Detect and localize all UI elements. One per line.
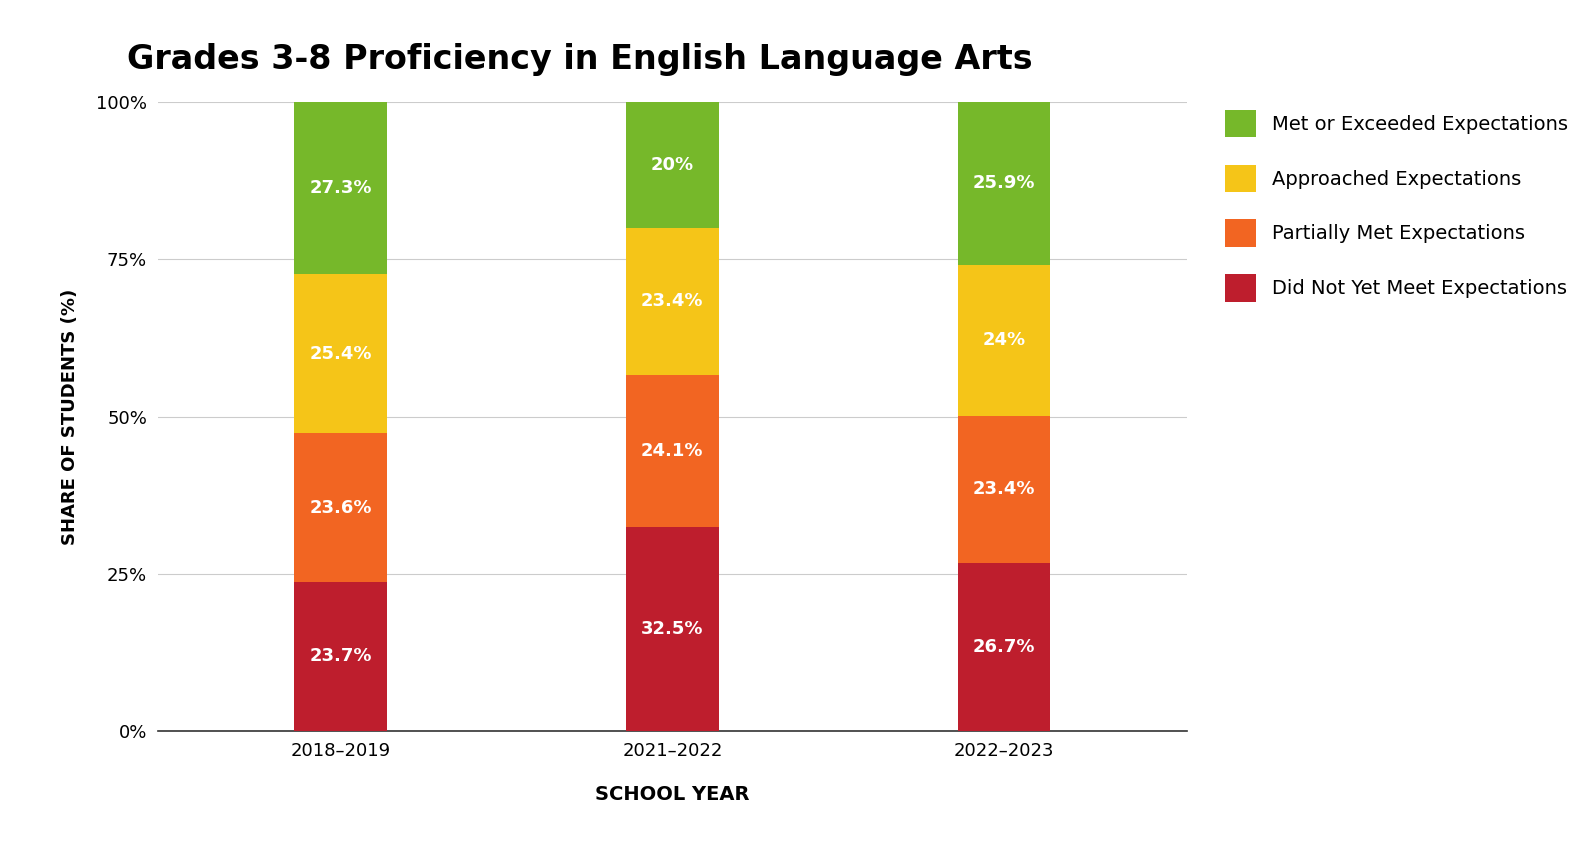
- Text: 25.9%: 25.9%: [973, 174, 1035, 192]
- Bar: [294, 102, 388, 274]
- Text: 26.7%: 26.7%: [973, 638, 1035, 656]
- Text: 23.7%: 23.7%: [310, 648, 372, 666]
- Text: 23.4%: 23.4%: [641, 292, 704, 310]
- Bar: [626, 102, 718, 228]
- Bar: [957, 563, 1050, 731]
- Bar: [626, 228, 718, 375]
- Bar: [294, 434, 388, 582]
- Text: 32.5%: 32.5%: [641, 620, 704, 638]
- Bar: [294, 274, 388, 434]
- Legend: Met or Exceeded Expectations, Approached Expectations, Partially Met Expectation: Met or Exceeded Expectations, Approached…: [1218, 102, 1576, 309]
- Bar: [626, 375, 718, 526]
- Bar: [626, 526, 718, 731]
- Text: 24%: 24%: [982, 332, 1025, 349]
- Text: 23.4%: 23.4%: [973, 480, 1035, 498]
- X-axis label: SCHOOL YEAR: SCHOOL YEAR: [595, 785, 750, 804]
- Text: 24.1%: 24.1%: [641, 442, 704, 460]
- Bar: [294, 582, 388, 731]
- Text: Grades 3-8 Proficiency in English Language Arts: Grades 3-8 Proficiency in English Langua…: [127, 42, 1031, 76]
- Text: 25.4%: 25.4%: [310, 344, 372, 363]
- Bar: [957, 102, 1050, 265]
- Text: 27.3%: 27.3%: [310, 178, 372, 197]
- Text: 23.6%: 23.6%: [310, 499, 372, 517]
- Y-axis label: SHARE OF STUDENTS (%): SHARE OF STUDENTS (%): [62, 288, 79, 545]
- Text: 20%: 20%: [650, 156, 694, 174]
- Bar: [957, 416, 1050, 563]
- Bar: [957, 265, 1050, 416]
